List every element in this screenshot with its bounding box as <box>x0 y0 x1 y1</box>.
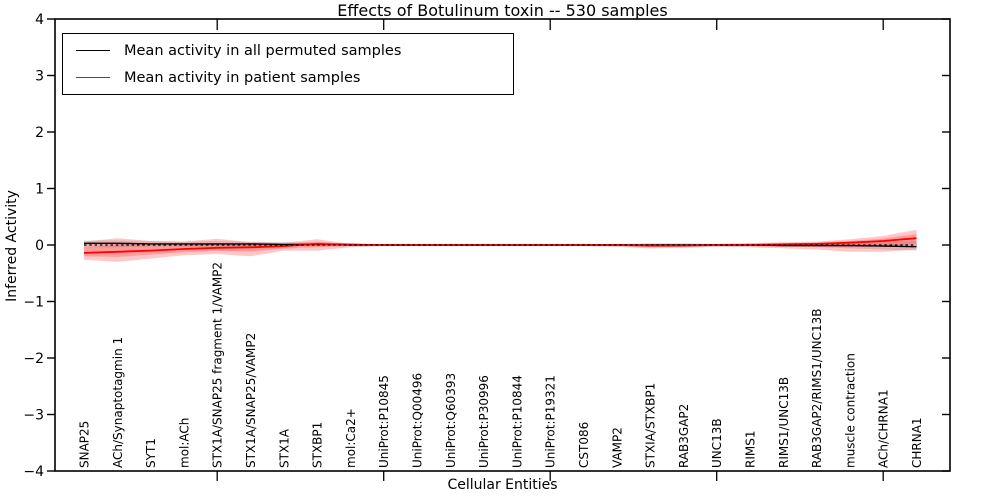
legend-label-permuted: Mean activity in all permuted samples <box>124 42 402 59</box>
x-tick-label: STX1A/SNAP25 fragment 1/VAMP2 <box>211 262 225 468</box>
x-tick-label: SYT1 <box>144 438 158 468</box>
x-axis-title: Cellular Entities <box>447 477 558 493</box>
x-tick-label: UniProt:Q00496 <box>411 373 425 468</box>
legend-box: Mean activity in all permuted samples Me… <box>62 33 514 95</box>
x-tick-label: SNAP25 <box>78 421 92 468</box>
x-tick-label: RAB3GAP2 <box>677 404 691 468</box>
x-tick-label: ACh/Synaptotagmin 1 <box>111 337 125 468</box>
y-tick-label: 3 <box>35 69 44 85</box>
patient-line-swatch <box>76 77 110 78</box>
y-axis-title: Inferred Activity <box>4 190 20 302</box>
x-tick-label: CST086 <box>577 422 591 468</box>
x-tick-label: RIMS1/UNC13B <box>777 377 791 468</box>
legend-entry-permuted: Mean activity in all permuted samples <box>76 41 513 61</box>
y-tick-label: 1 <box>35 182 44 198</box>
legend-entry-patient: Mean activity in patient samples <box>76 68 513 88</box>
x-tick-label: STX1A <box>277 428 291 468</box>
permuted-line-swatch <box>76 50 110 51</box>
y-tick-label: −3 <box>23 408 44 424</box>
y-tick-label: 2 <box>35 125 44 141</box>
x-tick-label: UNC13B <box>710 418 724 468</box>
x-tick-label: STX1A/SNAP25/VAMP2 <box>244 333 258 468</box>
patient-mean-line <box>83 237 917 254</box>
y-tick-label: −2 <box>23 351 44 367</box>
x-tick-label: STXIA/STXBP1 <box>644 383 658 468</box>
x-tick-label: ACh/CHRNA1 <box>877 389 891 468</box>
x-tick-label: mol:ACh <box>177 418 191 468</box>
x-tick-label: CHRNA1 <box>910 417 924 468</box>
x-tick-label: STXBP1 <box>311 422 325 468</box>
x-tick-label: UniProt:P30996 <box>477 375 491 468</box>
x-tick-label: UniProt:P10844 <box>510 375 524 468</box>
x-tick-label: RAB3GAP2/RIMS1/UNC13B <box>810 308 824 468</box>
x-tick-label: VAMP2 <box>610 427 624 468</box>
y-tick-label: 4 <box>35 12 44 28</box>
x-tick-label: RIMS1 <box>744 431 758 468</box>
y-tick-label: −1 <box>23 295 44 311</box>
x-tick-label: UniProt:P10845 <box>377 375 391 468</box>
chart-title: Effects of Botulinum toxin -- 530 sample… <box>337 1 668 20</box>
x-tick-label: mol:Ca2+ <box>344 408 358 468</box>
x-tick-label: UniProt:P19321 <box>544 375 558 468</box>
y-tick-label: −4 <box>23 464 44 480</box>
legend-label-patient: Mean activity in patient samples <box>124 69 361 86</box>
x-tick-label: UniProt:Q60393 <box>444 373 458 468</box>
x-tick-label: muscle contraction <box>843 353 857 468</box>
y-tick-label: 0 <box>35 238 44 254</box>
